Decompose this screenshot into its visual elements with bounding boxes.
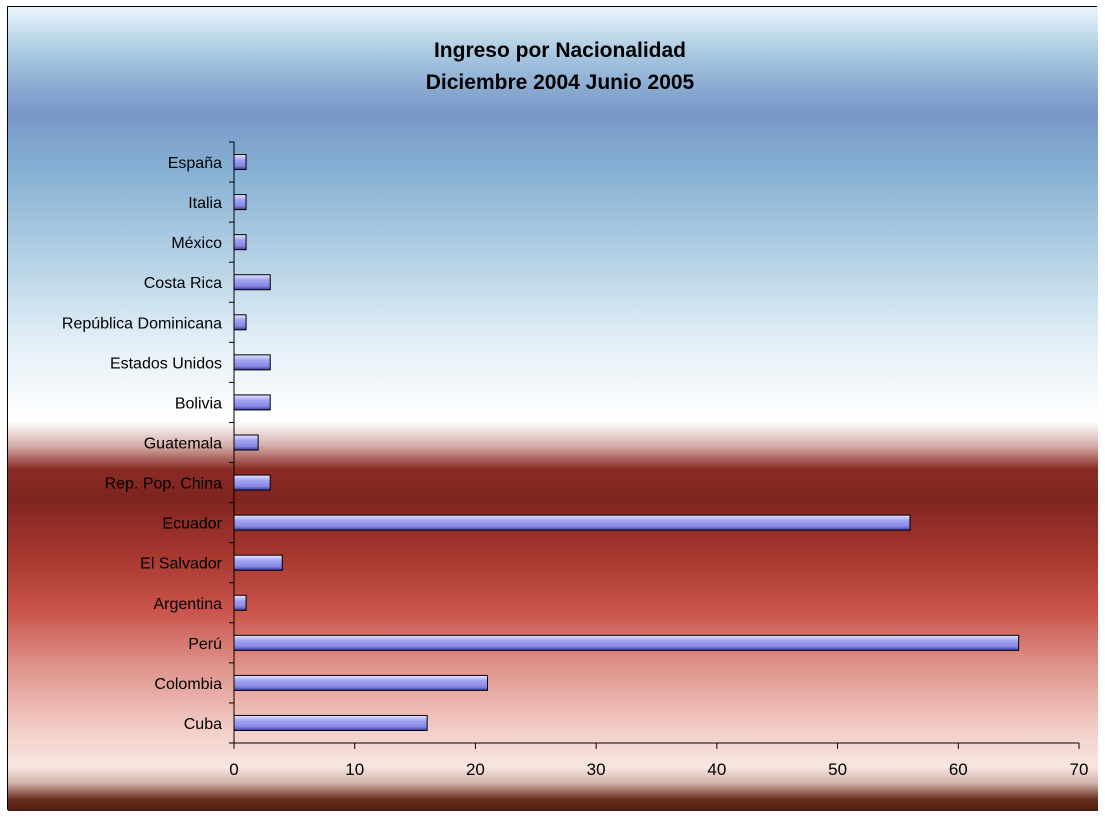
plot-area: 0 10 20 30 40 50 60 70 España Italia México Costa R… [62, 141, 1089, 779]
bar [233, 514, 911, 531]
x-tick-label: 30 [587, 760, 606, 779]
bar [233, 354, 271, 371]
bar [233, 554, 283, 571]
chart-frame: Ingreso por Nacionalidad Diciembre 2004 … [7, 6, 1098, 811]
bar [233, 394, 271, 411]
category-label: República Dominicana [62, 315, 222, 332]
category-label: Bolivia [175, 395, 222, 412]
bar [233, 674, 488, 691]
bar [233, 434, 259, 451]
bar [233, 194, 247, 211]
category-label: España [168, 155, 222, 172]
x-tick-label: 20 [466, 760, 485, 779]
category-label: Estados Unidos [110, 355, 222, 372]
category-label: Colombia [154, 676, 222, 693]
bar [233, 234, 247, 251]
bar [233, 594, 247, 611]
bar [233, 474, 271, 491]
x-tick-label: 50 [828, 760, 847, 779]
category-label: Perú [188, 636, 222, 653]
category-label: Costa Rica [144, 275, 222, 292]
bar [233, 274, 271, 291]
x-tick-label: 40 [707, 760, 726, 779]
x-tick-label: 0 [229, 760, 238, 779]
x-tick-label: 10 [345, 760, 364, 779]
category-label: Italia [188, 195, 222, 212]
category-label: Rep. Pop. China [105, 476, 223, 493]
category-label: El Salvador [140, 556, 222, 573]
x-tick-label: 70 [1070, 760, 1089, 779]
bar [233, 314, 247, 331]
category-label: Argentina [154, 596, 223, 613]
chart-background [8, 7, 1098, 811]
chart-subtitle: Diciembre 2004 Junio 2005 [426, 71, 695, 94]
bar [233, 634, 1020, 651]
category-label: Ecuador [162, 516, 222, 533]
category-label: Guatemala [144, 436, 222, 453]
category-label: Cuba [184, 716, 222, 733]
x-tick-label: 60 [949, 760, 968, 779]
category-label: México [171, 235, 222, 252]
bar-chart: Ingreso por Nacionalidad Diciembre 2004 … [8, 7, 1098, 811]
chart-title: Ingreso por Nacionalidad [434, 39, 686, 62]
bar [233, 154, 247, 171]
bar [233, 714, 428, 731]
